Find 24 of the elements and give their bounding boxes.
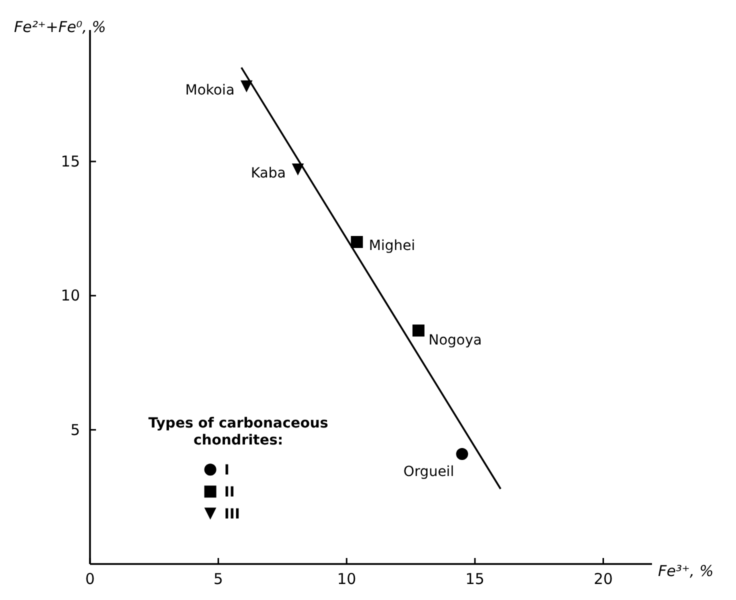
x-axis-title: Fe³⁺, % — [658, 562, 714, 580]
x-tick-label: 0 — [85, 570, 95, 588]
y-tick-label: 10 — [60, 286, 80, 305]
y-tick-label: 15 — [60, 152, 80, 170]
y-axis-title: Fe²⁺+Fe⁰, % — [14, 18, 106, 36]
point — [456, 448, 468, 460]
legend-label: II — [224, 484, 235, 501]
point — [292, 164, 304, 176]
x-tick-label: 10 — [337, 570, 356, 588]
annotation: Mighei — [368, 238, 416, 254]
point — [350, 236, 363, 248]
x-tick-label: 20 — [594, 570, 613, 588]
annotation: Mokoia — [185, 82, 235, 98]
point — [412, 324, 424, 337]
y-tick-label: 5 — [70, 420, 80, 439]
annotation: Kaba — [250, 166, 286, 182]
point — [240, 80, 253, 92]
legend-label: I — [224, 462, 230, 479]
x-tick-label: 5 — [214, 570, 224, 588]
legend-title: Types of carbonaceous chondrites: — [148, 416, 328, 449]
annotation: Nogoya — [428, 332, 482, 349]
x-tick-label: 15 — [465, 570, 484, 588]
legend-label: III — [224, 506, 240, 523]
annotation: Orgueil — [403, 464, 454, 480]
